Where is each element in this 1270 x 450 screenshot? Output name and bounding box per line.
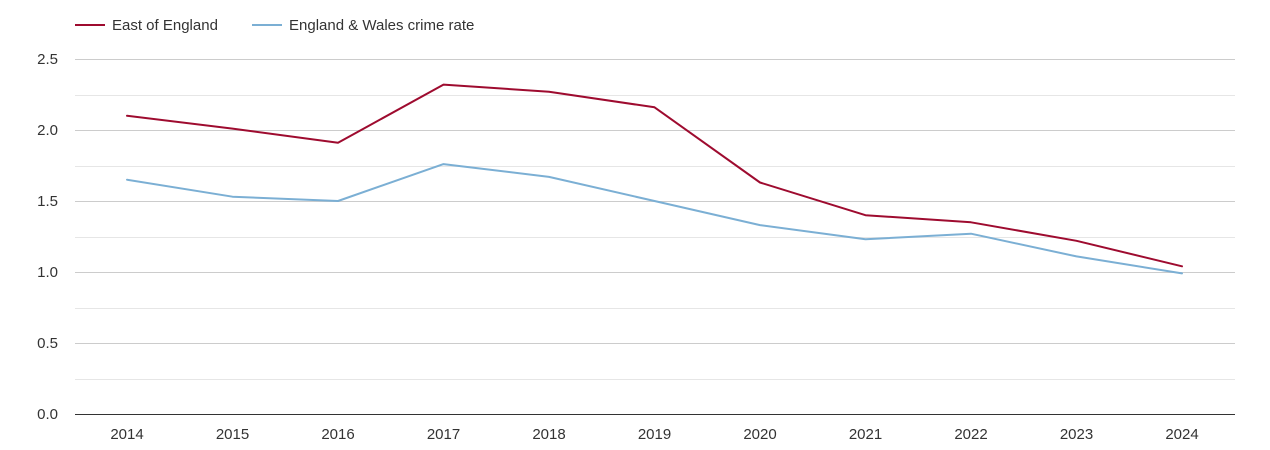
x-tick-label: 2017 bbox=[427, 426, 460, 443]
x-axis-tick-labels: 2014 2015 2016 2017 2018 2019 2020 2021 2022 2023… bbox=[110, 426, 1198, 443]
legend-item-east-of-england[interactable]: East of England bbox=[75, 17, 218, 34]
x-tick-label: 2014 bbox=[110, 426, 143, 443]
y-axis-tick-labels: 0.0 0.5 1.0 1.5 2.0 2.5 bbox=[37, 51, 58, 423]
y-tick-label: 2.5 bbox=[37, 51, 58, 68]
y-tick-label: 1.0 bbox=[37, 264, 58, 281]
x-tick-label: 2018 bbox=[532, 426, 565, 443]
y-tick-label: 2.0 bbox=[37, 122, 58, 139]
x-tick-label: 2019 bbox=[638, 426, 671, 443]
y-tick-label: 0.0 bbox=[37, 406, 58, 423]
legend-item-england-wales-crime-rate[interactable]: England & Wales crime rate bbox=[252, 17, 474, 34]
y-tick-label: 0.5 bbox=[37, 335, 58, 352]
x-tick-label: 2022 bbox=[954, 426, 987, 443]
legend: East of England England & Wales crime ra… bbox=[75, 17, 474, 34]
y-tick-label: 1.5 bbox=[37, 193, 58, 210]
x-tick-label: 2020 bbox=[743, 426, 776, 443]
series-line-east-of-england[interactable] bbox=[126, 83, 1183, 268]
legend-label-east-of-england: East of England bbox=[112, 17, 218, 34]
x-tick-label: 2024 bbox=[1165, 426, 1198, 443]
x-tick-label: 2016 bbox=[321, 426, 354, 443]
x-tick-label: 2015 bbox=[216, 426, 249, 443]
legend-label-england-wales-crime-rate: England & Wales crime rate bbox=[289, 17, 474, 34]
series-lines bbox=[126, 83, 1183, 275]
x-tick-label: 2021 bbox=[849, 426, 882, 443]
gridlines bbox=[75, 59, 1235, 380]
x-tick-label: 2023 bbox=[1060, 426, 1093, 443]
series-line-england-wales-crime-rate[interactable] bbox=[126, 163, 1183, 275]
